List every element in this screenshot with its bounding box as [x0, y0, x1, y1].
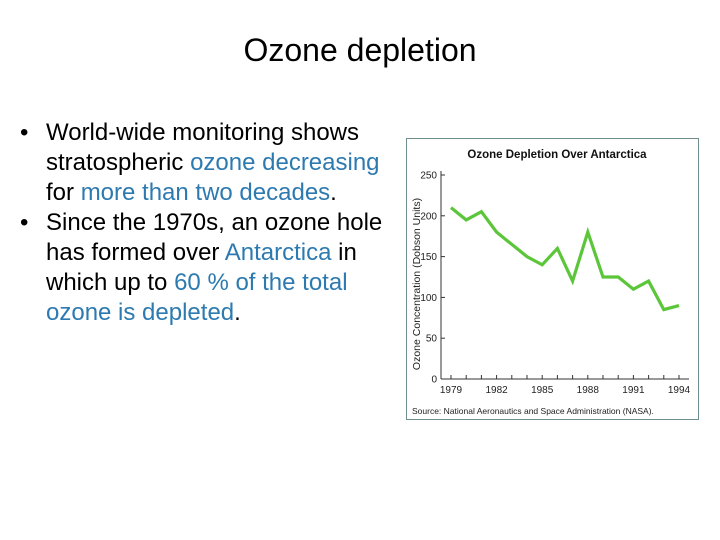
ozone-series-line [449, 206, 680, 312]
y-tick-label: 150 [420, 252, 437, 263]
bullet-glyph: • [20, 209, 29, 236]
slide-title: Ozone depletion [243, 32, 477, 68]
bullet-text-run: World-wide monitoring shows stratospheri… [46, 119, 360, 176]
bullet-item: • World-wide monitoring shows stratosphe… [18, 118, 403, 208]
chart-title: Ozone Depletion Over Antarctica [467, 149, 647, 161]
y-tick-label: 50 [426, 334, 438, 345]
x-tick-label: 1979 [440, 385, 463, 396]
y-tick-label: 200 [420, 211, 437, 222]
y-tick-label: 100 [420, 293, 437, 304]
x-tick-label: 1985 [531, 385, 554, 396]
x-tick-label: 1994 [668, 385, 691, 396]
bullet-text-run: in which up to [46, 239, 357, 296]
chart-marks [449, 206, 680, 312]
bullet-text-run: . [330, 179, 337, 206]
bullet-text-run: Since the 1970s, an ozone hole has forme… [46, 209, 383, 266]
bullet-highlight-run: more than two decades [80, 179, 331, 206]
chart-svg: Ozone Depletion Over Antarctica Ozone Co… [411, 149, 691, 416]
x-tick-label: 1991 [622, 385, 645, 396]
chart-axes: 0 50 100 150 200 250 1979 1982 1985 1988 1991 1994 [420, 171, 690, 397]
bullet-item: • Since the 1970s, an ozone hole has for… [18, 208, 403, 328]
y-tick-label: 250 [420, 171, 437, 182]
bullet-text-run: for [46, 179, 81, 206]
y-tick-label: 0 [431, 375, 437, 386]
bullet-list: • World-wide monitoring shows stratosphe… [18, 118, 403, 328]
bullet-highlight-run: ozone decreasing [190, 149, 380, 176]
x-tick-label: 1982 [485, 385, 508, 396]
ozone-chart: Ozone Depletion Over Antarctica Ozone Co… [406, 138, 699, 420]
y-axis-label: Ozone Concentration (Dobson Units) [411, 198, 423, 370]
chart-source: Source: National Aeronautics and Space A… [412, 406, 654, 416]
bullet-highlight-run: 60 % of the total ozone is depleted [46, 269, 348, 326]
bullet-highlight-run: Antarctica [224, 239, 332, 266]
bullet-glyph: • [20, 119, 29, 146]
x-tick-label: 1988 [577, 385, 600, 396]
bullet-text-run: . [234, 299, 241, 326]
